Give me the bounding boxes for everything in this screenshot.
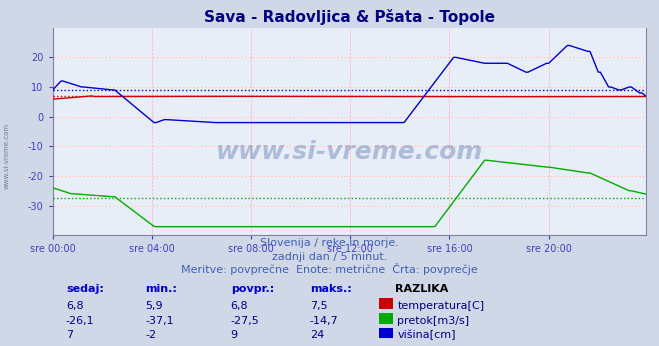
Text: povpr.:: povpr.: [231,284,274,294]
Text: 9: 9 [231,330,238,340]
Text: pretok[m3/s]: pretok[m3/s] [397,316,469,326]
Text: 7,5: 7,5 [310,301,328,311]
Text: Slovenija / reke in morje.: Slovenija / reke in morje. [260,238,399,248]
Text: sedaj:: sedaj: [66,284,103,294]
Title: Sava - Radovljica & Pšata - Topole: Sava - Radovljica & Pšata - Topole [204,9,495,25]
Text: 6,8: 6,8 [66,301,84,311]
Text: temperatura[C]: temperatura[C] [397,301,484,311]
Text: -27,5: -27,5 [231,316,260,326]
Text: www.si-vreme.com: www.si-vreme.com [215,140,483,164]
Text: -2: -2 [145,330,156,340]
Text: -14,7: -14,7 [310,316,339,326]
Text: RAZLIKA: RAZLIKA [395,284,449,294]
Text: višina[cm]: višina[cm] [397,330,456,340]
Text: 6,8: 6,8 [231,301,248,311]
Text: www.si-vreme.com: www.si-vreme.com [3,122,10,189]
Text: 24: 24 [310,330,324,340]
Text: zadnji dan / 5 minut.: zadnji dan / 5 minut. [272,252,387,262]
Text: -26,1: -26,1 [66,316,94,326]
Text: maks.:: maks.: [310,284,351,294]
Text: -37,1: -37,1 [145,316,173,326]
Text: Meritve: povprečne  Enote: metrične  Črta: povprečje: Meritve: povprečne Enote: metrične Črta:… [181,263,478,275]
Text: min.:: min.: [145,284,177,294]
Text: 7: 7 [66,330,73,340]
Text: 5,9: 5,9 [145,301,163,311]
